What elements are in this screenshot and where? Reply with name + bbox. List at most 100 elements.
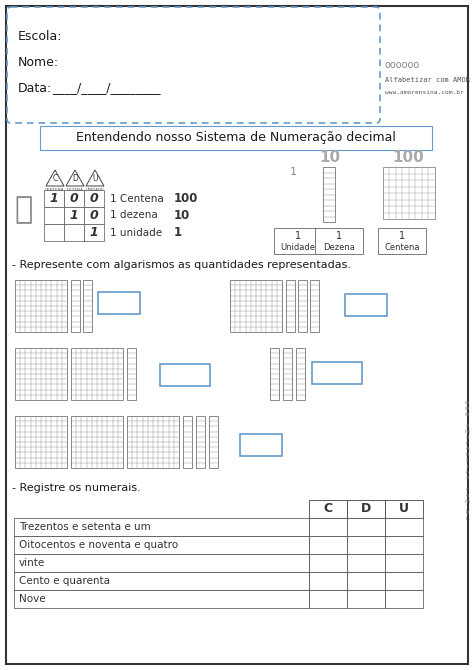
Text: U: U	[92, 174, 98, 184]
Bar	[71, 348, 123, 400]
Bar	[160, 364, 210, 386]
Text: UNIDADE: UNIDADE	[86, 188, 104, 192]
Bar	[98, 292, 140, 314]
Bar	[385, 500, 423, 518]
Bar	[309, 554, 347, 572]
Bar	[378, 228, 426, 254]
Bar	[64, 190, 84, 207]
Bar	[15, 280, 67, 332]
Bar	[309, 536, 347, 554]
Text: U: U	[399, 502, 409, 515]
Bar	[347, 500, 385, 518]
Text: 👤: 👤	[14, 196, 32, 224]
Text: 1 dezena: 1 dezena	[110, 210, 158, 220]
Bar	[309, 500, 347, 518]
Text: 1: 1	[399, 231, 405, 241]
Text: Escola:: Escola:	[18, 29, 63, 42]
Bar	[44, 190, 64, 207]
Bar	[15, 416, 67, 468]
Text: 100: 100	[174, 192, 199, 205]
Bar	[309, 572, 347, 590]
Text: 1 unidade: 1 unidade	[110, 228, 162, 237]
Bar	[274, 228, 322, 254]
Text: vinte: vinte	[19, 558, 45, 568]
Bar	[347, 572, 385, 590]
Bar	[196, 416, 205, 468]
Text: w
w
w
.
a
m
o
r
e
n
s
i
n
a
.
c
o
m
.
b
r: w w w . a m o r e n s i n a . c o m . b …	[465, 400, 469, 521]
Bar	[183, 416, 192, 468]
Text: Dezena: Dezena	[323, 243, 355, 251]
Text: 10: 10	[174, 209, 190, 222]
Bar	[64, 224, 84, 241]
Text: 1: 1	[174, 226, 182, 239]
Text: Unidade: Unidade	[281, 243, 316, 251]
Text: - Registre os numerais.: - Registre os numerais.	[12, 483, 141, 493]
Bar	[14, 518, 309, 536]
Bar	[127, 416, 179, 468]
Text: 1: 1	[90, 226, 99, 239]
Bar	[283, 348, 292, 400]
FancyBboxPatch shape	[7, 7, 380, 123]
Text: 1: 1	[295, 231, 301, 241]
Bar	[83, 280, 92, 332]
Text: oooooo: oooooo	[385, 60, 420, 70]
Bar	[345, 294, 387, 316]
Text: 0: 0	[70, 192, 78, 205]
Bar	[15, 348, 67, 400]
Bar	[309, 590, 347, 608]
Text: C: C	[52, 174, 58, 184]
Bar	[385, 590, 423, 608]
Text: www.amorensina.com.br: www.amorensina.com.br	[385, 90, 464, 96]
Bar	[347, 590, 385, 608]
Bar	[309, 518, 347, 536]
Bar	[312, 362, 362, 384]
Bar	[71, 280, 80, 332]
Text: 100: 100	[392, 151, 424, 165]
Text: 1: 1	[290, 167, 297, 177]
Bar	[14, 572, 309, 590]
Bar	[298, 280, 307, 332]
Text: Oitocentos e noventa e quatro: Oitocentos e noventa e quatro	[19, 540, 178, 550]
Bar	[44, 207, 64, 224]
Text: 10: 10	[319, 151, 340, 165]
Text: 1: 1	[336, 231, 342, 241]
Bar	[385, 518, 423, 536]
Text: DEZENA: DEZENA	[66, 188, 83, 192]
Bar	[385, 572, 423, 590]
Bar	[14, 554, 309, 572]
Bar	[84, 207, 104, 224]
Bar	[230, 280, 282, 332]
Text: 1: 1	[70, 209, 78, 222]
Text: Alfabetizar com AMOR: Alfabetizar com AMOR	[385, 77, 470, 83]
Bar	[64, 207, 84, 224]
Text: Data:: Data:	[18, 82, 52, 94]
Bar	[84, 190, 104, 207]
Bar	[14, 590, 309, 608]
Bar	[296, 348, 305, 400]
Bar	[347, 554, 385, 572]
Text: - Represente com algarismos as quantidades representadas.: - Represente com algarismos as quantidad…	[12, 260, 351, 270]
Bar	[385, 536, 423, 554]
Bar	[270, 348, 279, 400]
Bar	[84, 224, 104, 241]
Text: Nome:: Nome:	[18, 56, 59, 68]
Text: Cento e quarenta: Cento e quarenta	[19, 576, 110, 586]
Text: D: D	[361, 502, 371, 515]
Bar	[310, 280, 319, 332]
Text: 1 Centena: 1 Centena	[110, 194, 164, 204]
Text: Nove: Nove	[19, 594, 46, 604]
Bar	[286, 280, 295, 332]
Bar	[347, 536, 385, 554]
Bar	[209, 416, 218, 468]
Bar	[44, 224, 64, 241]
Bar	[127, 348, 136, 400]
Text: Centena: Centena	[384, 243, 420, 251]
Bar	[40, 126, 432, 150]
Text: 1: 1	[50, 192, 58, 205]
Text: 0: 0	[90, 209, 99, 222]
Bar	[385, 554, 423, 572]
Bar	[71, 416, 123, 468]
Text: Trezentos e setenta e um: Trezentos e setenta e um	[19, 522, 151, 532]
Bar	[315, 228, 363, 254]
Bar	[323, 167, 335, 222]
